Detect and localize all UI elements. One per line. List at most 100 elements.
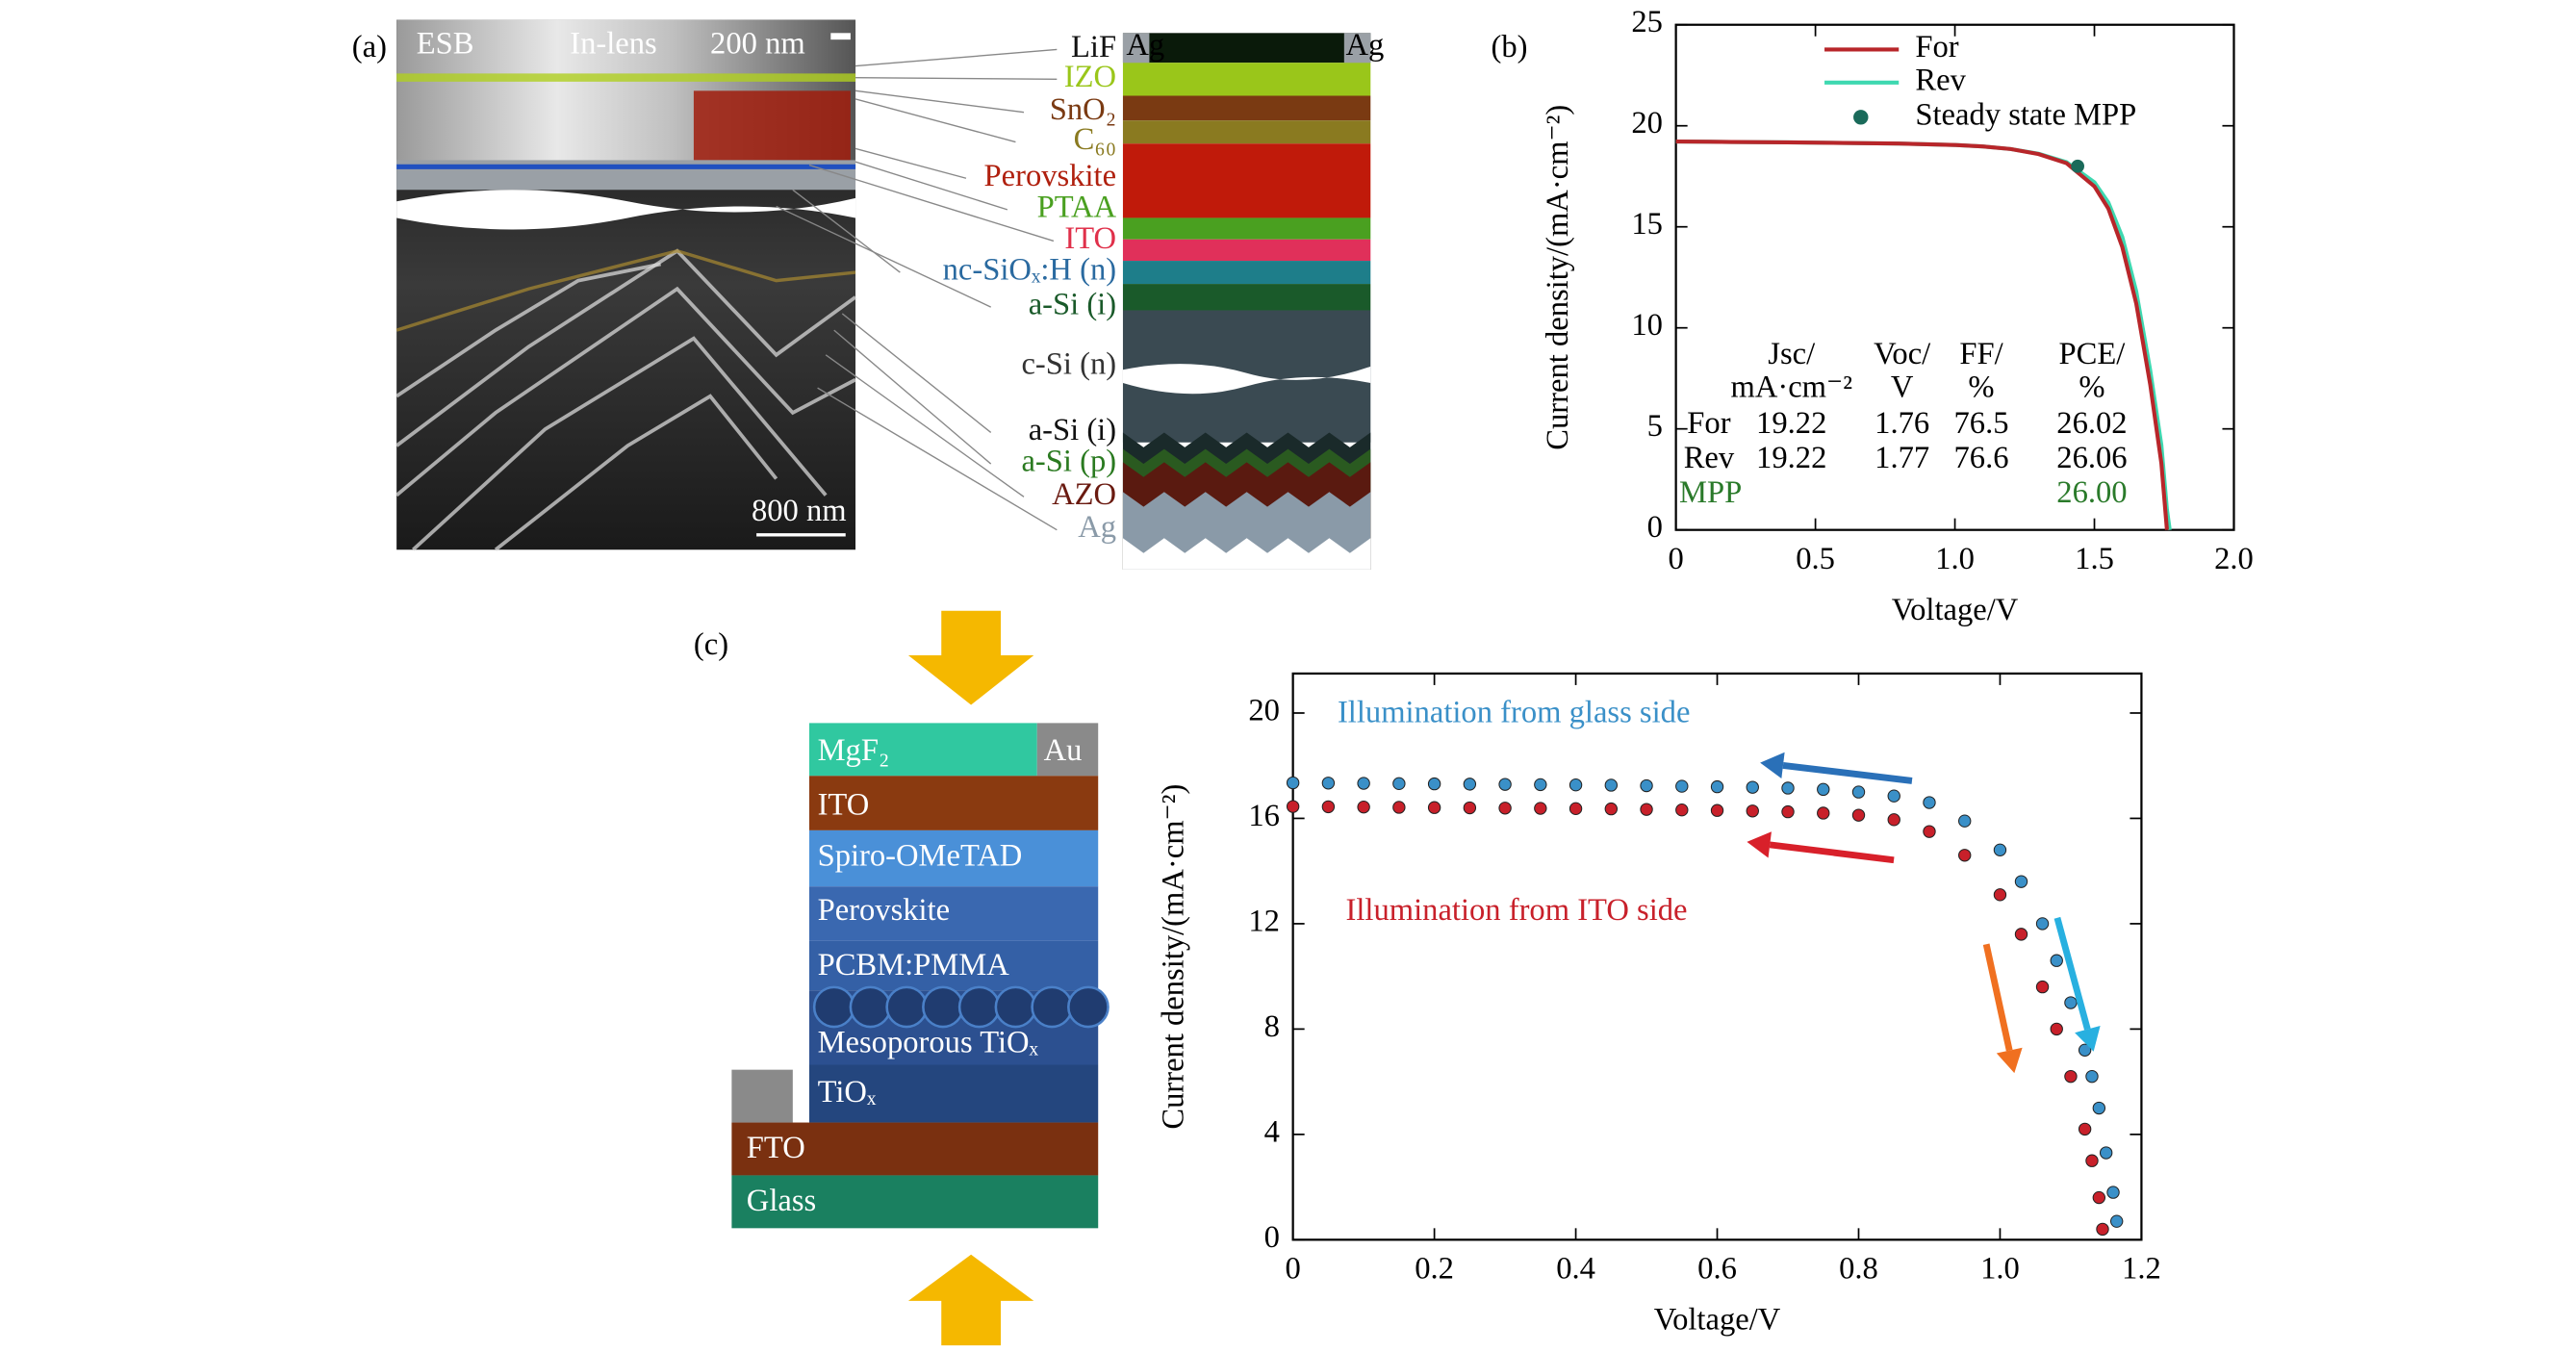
arrow-head	[2075, 1026, 2101, 1052]
x-tick-label: 1.0	[1980, 1251, 2020, 1286]
leader-line	[854, 48, 1058, 67]
arrow	[1769, 841, 1895, 864]
data-point	[1463, 778, 1477, 791]
table-cell: 1.76	[1875, 406, 1929, 441]
x-tick-label: 0.5	[1796, 542, 1835, 576]
data-point	[1427, 777, 1441, 791]
table-cell: MPP	[1679, 475, 1742, 510]
sem-pyramid	[412, 336, 828, 551]
zigzag-layer	[1122, 492, 1371, 570]
data-point	[1321, 777, 1336, 790]
leader-line	[817, 387, 1058, 531]
contact-label: Ag	[1346, 28, 1385, 63]
layer-label: AZO	[1052, 477, 1116, 512]
panel-label: (c)	[694, 627, 728, 662]
x-tick-label: 1.2	[2122, 1251, 2161, 1286]
data-point	[1640, 803, 1653, 816]
data-point	[2099, 1146, 2113, 1160]
data-point	[1887, 789, 1900, 803]
layer-label: PCBM:PMMA	[818, 948, 1010, 982]
table-cell: 1.77	[1875, 441, 1929, 475]
scale-bar	[830, 33, 851, 40]
layer-label: TiOₓ	[818, 1075, 877, 1110]
data-point	[1321, 800, 1336, 814]
data-point	[1392, 801, 1406, 814]
data-point	[1710, 779, 1724, 794]
sem-pyramid	[395, 262, 661, 398]
data-point	[1851, 808, 1866, 822]
y-tick-label: 5	[1647, 409, 1663, 444]
data-point	[1675, 804, 1689, 817]
data-point	[2050, 954, 2063, 967]
light-arrow	[907, 610, 1034, 705]
layer	[809, 1064, 1099, 1123]
mesoporous-bead	[1067, 985, 1109, 1029]
legend-label: For	[1915, 30, 1958, 64]
x-tick-label: 0.2	[1415, 1251, 1454, 1286]
layer-label: Ag	[1078, 510, 1116, 545]
layer	[809, 886, 1099, 941]
layer	[1122, 95, 1371, 121]
sem-surface	[395, 248, 856, 332]
data-point	[1357, 800, 1370, 814]
leader-line	[833, 329, 992, 465]
contact	[1343, 33, 1371, 64]
table-cell: 76.6	[1954, 441, 2009, 475]
arrow	[1782, 762, 1913, 784]
data-point	[2064, 996, 2078, 1009]
layer	[1036, 723, 1099, 777]
y-tick-label: 8	[1264, 1009, 1280, 1044]
sem-pyramid	[395, 286, 856, 497]
data-point	[1498, 778, 1512, 791]
leader-line	[825, 354, 1025, 497]
mesoporous-bead	[994, 985, 1037, 1029]
table-cell: Rev	[1684, 441, 1735, 475]
layer-label: Spiro-OMeTAD	[818, 839, 1023, 874]
table-cell: 76.5	[1954, 406, 2009, 441]
data-point	[1534, 802, 1547, 815]
mesoporous-bead	[849, 985, 892, 1029]
table-cell: For	[1687, 406, 1730, 441]
layer-label: nc-SiOₓ:H (n)	[943, 253, 1116, 288]
x-tick-label: 1.0	[1935, 542, 1975, 576]
data-point	[1781, 804, 1795, 819]
panel-label: (b)	[1492, 30, 1528, 64]
layer-label: Au	[1044, 733, 1083, 768]
arrow-head	[1996, 1047, 2023, 1074]
panel-label: (a)	[352, 30, 387, 64]
data-point	[1286, 800, 1300, 813]
y-tick-label: 0	[1264, 1220, 1280, 1255]
x-tick-label: 1.5	[2075, 542, 2114, 576]
leader-line	[841, 313, 992, 433]
data-point	[2085, 1154, 2099, 1167]
table-header: PCE/	[2059, 337, 2127, 371]
data-point	[1817, 782, 1830, 797]
y-tick-label: 10	[1631, 308, 1663, 343]
data-point	[2092, 1190, 2106, 1205]
y-tick-label: 20	[1631, 106, 1663, 140]
data-point	[2014, 875, 2028, 888]
layer-label: PTAA	[1037, 190, 1117, 224]
sem-text: In-lens	[570, 27, 656, 62]
sem-text: 200 nm	[710, 27, 805, 62]
data-point	[2035, 980, 2050, 994]
layer-label: SnO₂	[1050, 92, 1116, 127]
data-point	[1640, 778, 1653, 793]
data-point	[1958, 814, 1972, 828]
y-tick-label: 12	[1248, 904, 1280, 938]
table-header: Jsc/	[1768, 337, 1816, 371]
layer-label: Glass	[747, 1184, 816, 1218]
layer-label: c-Si (n)	[1021, 346, 1116, 381]
data-point	[1463, 801, 1477, 815]
arrow-head	[1747, 831, 1772, 858]
x-tick-label: 0	[1285, 1251, 1300, 1286]
data-point	[1887, 813, 1900, 827]
table-header: %	[2079, 370, 2104, 404]
data-point	[1604, 802, 1619, 816]
data-point	[1923, 796, 1936, 809]
x-tick-label: 0.4	[1556, 1251, 1595, 1286]
table-header: Voc/	[1874, 337, 1931, 371]
x-tick-label: 0.6	[1697, 1251, 1737, 1286]
layer-label: MgF₂	[818, 733, 890, 768]
data-point	[1675, 779, 1689, 793]
